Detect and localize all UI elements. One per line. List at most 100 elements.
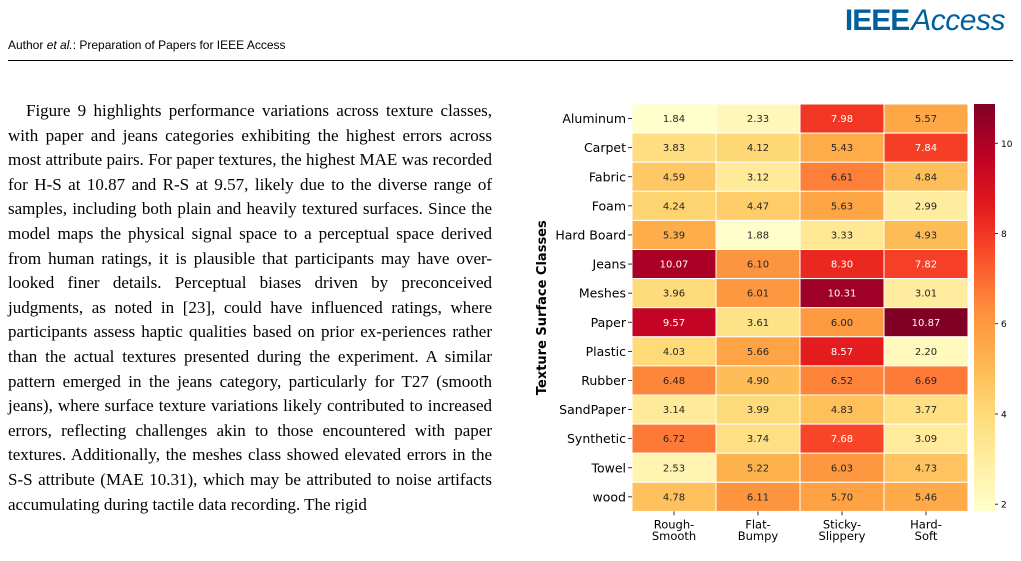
- running-head: Author et al.: Preparation of Papers for…: [8, 38, 286, 52]
- cell-value-label: 5.46: [915, 492, 937, 503]
- x-tick-label: Hard-: [910, 517, 942, 531]
- heatmap-cell: [883, 481, 969, 512]
- heatmap-figure: 1.84 2.33 7.98 5.57 3.83 4.12 5.43 7.84 4.59 3.12…: [520, 96, 1020, 556]
- cell-value-label: 7.68: [831, 434, 853, 445]
- heatmap-svg: 1.84 2.33 7.98 5.57 3.83 4.12 5.43 7.84 4.59 3.12…: [535, 103, 1013, 543]
- body-text-column: Figure 9 highlights performance variatio…: [8, 99, 492, 517]
- heatmap-cell: [799, 423, 885, 454]
- cell-value-label: 6.61: [831, 172, 853, 183]
- y-tick-label: Carpet: [584, 140, 626, 155]
- y-tick-label: Hard Board: [555, 227, 626, 242]
- cell-value-label: 4.73: [915, 463, 937, 474]
- y-tick-label: Aluminum: [562, 111, 626, 126]
- x-tick-label: Soft: [915, 529, 938, 543]
- heatmap-cell: [799, 394, 885, 425]
- body-paragraph: Figure 9 highlights performance variatio…: [8, 101, 492, 514]
- cell-value-label: 3.96: [663, 289, 685, 300]
- cell-value-label: 10.07: [660, 260, 689, 271]
- heatmap-cell: [883, 365, 969, 396]
- cell-value-label: 5.66: [747, 347, 769, 358]
- heatmap-cell: [715, 161, 801, 192]
- cell-value-label: 7.82: [915, 260, 937, 271]
- logo-access-text: Access: [911, 4, 1005, 37]
- heatmap-cell: [883, 103, 969, 134]
- cell-value-label: 2.33: [747, 114, 769, 125]
- heatmap-cell: [631, 249, 717, 280]
- colorbar-tick-label: 10: [1001, 140, 1013, 150]
- heatmap-cell: [883, 219, 969, 251]
- cell-value-label: 4.59: [663, 172, 685, 183]
- cell-value-label: 6.01: [747, 289, 769, 300]
- heatmap-cell: [631, 365, 717, 396]
- y-axis-label: Texture Surface Classes: [535, 220, 550, 395]
- cell-value-label: 6.52: [831, 376, 853, 387]
- heatmap-cell: [883, 278, 969, 309]
- heatmap-cell: [799, 365, 885, 396]
- logo-ieee-text: IEEE: [844, 4, 910, 37]
- colorbar-tick-label: 4: [1001, 410, 1007, 420]
- x-tick-label: Flat-: [745, 517, 771, 531]
- cell-value-label: 4.78: [663, 492, 685, 503]
- cell-value-label: 6.69: [915, 376, 937, 387]
- cell-value-label: 3.83: [663, 143, 685, 154]
- cell-value-label: 10.87: [912, 318, 941, 329]
- heatmap-cell: [799, 481, 885, 512]
- colorbar-tick-label: 2: [1001, 501, 1007, 511]
- y-tick-label: wood: [593, 489, 626, 504]
- cell-value-label: 1.84: [663, 114, 685, 125]
- cell-value-label: 4.03: [663, 347, 685, 358]
- x-tick-label: Smooth: [652, 529, 696, 543]
- heatmap-cell: [883, 161, 969, 192]
- heatmap-cell: [715, 423, 801, 454]
- cell-value-label: 3.01: [915, 289, 937, 300]
- x-tick-label: Slippery: [819, 529, 866, 543]
- heatmap-cell: [715, 394, 801, 425]
- ieee-access-logo: IEEE Access: [844, 4, 1006, 38]
- cell-value-label: 2.20: [915, 347, 937, 358]
- cell-value-label: 1.88: [747, 230, 769, 241]
- y-tick-label: Meshes: [579, 286, 626, 301]
- x-tick-label: Sticky-: [823, 517, 861, 531]
- cell-value-label: 9.57: [663, 318, 685, 329]
- running-head-etal: et al.: [46, 38, 73, 52]
- cell-value-label: 3.99: [747, 405, 769, 416]
- heatmap-cell: [631, 423, 717, 454]
- y-tick-label: SandPaper: [559, 402, 627, 417]
- cell-value-label: 8.30: [831, 260, 853, 271]
- x-tick-label: Bumpy: [738, 529, 779, 543]
- cell-value-label: 3.74: [747, 434, 769, 445]
- cell-value-label: 5.39: [663, 230, 685, 241]
- x-tick-label: Rough-: [654, 517, 695, 531]
- heatmap-cell: [631, 307, 717, 338]
- heatmap-cell: [715, 481, 801, 512]
- running-head-prefix: Author: [8, 38, 47, 52]
- cell-value-label: 3.77: [915, 405, 937, 416]
- cell-value-label: 5.63: [831, 201, 853, 212]
- heatmap-cell: [799, 452, 885, 483]
- heatmap-cell: [631, 103, 717, 134]
- cell-value-label: 6.11: [747, 492, 769, 503]
- y-tick-label: Foam: [592, 198, 626, 213]
- y-tick-label: Plastic: [586, 344, 627, 359]
- heatmap-cell: [883, 249, 969, 280]
- colorbar-tick-label: 8: [1001, 230, 1007, 240]
- header-rule: [8, 60, 1013, 61]
- heatmap-cell: [799, 307, 885, 338]
- heatmap-cell: [799, 278, 885, 309]
- heatmap-cell: [883, 423, 969, 454]
- y-tick-label: Synthetic: [567, 431, 626, 446]
- cell-value-label: 4.93: [915, 230, 937, 241]
- cell-value-label: 5.57: [915, 114, 937, 125]
- y-tick-label: Rubber: [581, 373, 627, 388]
- cell-value-label: 3.61: [747, 318, 769, 329]
- cell-value-label: 6.10: [747, 260, 769, 271]
- cell-value-label: 6.72: [663, 434, 685, 445]
- cell-value-label: 6.48: [663, 376, 685, 387]
- heatmap-cell: [715, 452, 801, 483]
- cell-value-label: 3.14: [663, 405, 685, 416]
- cell-value-label: 4.12: [747, 143, 769, 154]
- heatmap-cell: [883, 190, 969, 221]
- heatmap-cell: [715, 190, 801, 221]
- cell-value-label: 4.83: [831, 405, 853, 416]
- cell-value-label: 5.70: [831, 492, 853, 503]
